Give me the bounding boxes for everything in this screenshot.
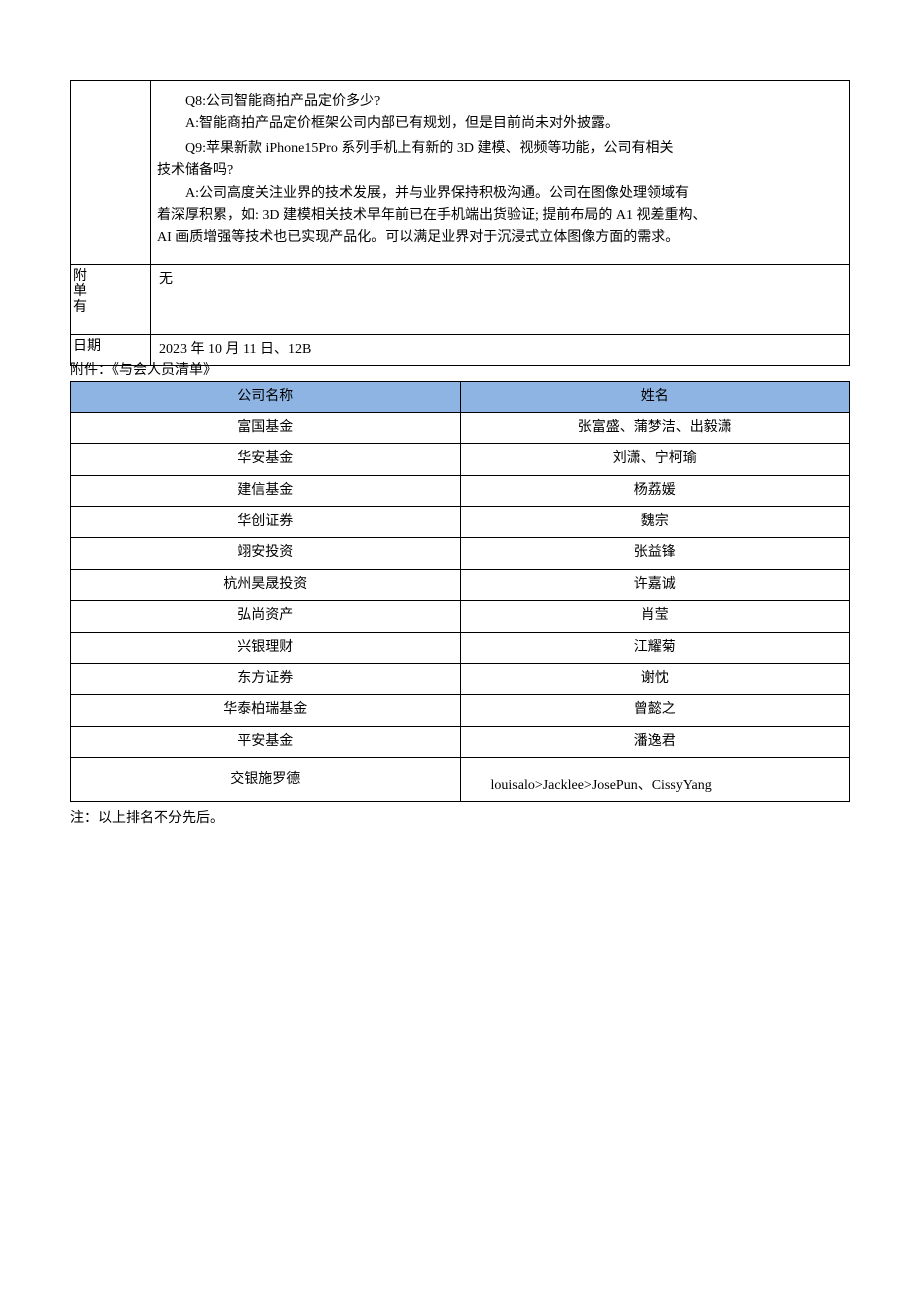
table-row: 富国基金张富盛、蒲梦洁、出毅潇 <box>71 412 850 443</box>
name-cell: 谢忱 <box>460 664 850 695</box>
attachment-value: 无 <box>151 264 850 334</box>
qa-label-cell <box>71 81 151 265</box>
table-row: 交银施罗德louisalo>Jacklee>JosePun、CissyYang <box>71 758 850 802</box>
name-cell: 魏宗 <box>460 507 850 538</box>
name-cell: 张益锋 <box>460 538 850 569</box>
company-cell: 翊安投资 <box>71 538 461 569</box>
name-cell: 曾懿之 <box>460 695 850 726</box>
table-row: 弘尚资产肖莹 <box>71 601 850 632</box>
qa-q8: Q8:公司智能商拍产品定价多少? <box>157 91 843 113</box>
attachment-label-3: 有 <box>73 300 148 315</box>
company-cell: 华创证券 <box>71 507 461 538</box>
attachment-title: 附件：《与会人员清单》 <box>70 360 850 382</box>
name-cell: 潘逸君 <box>460 726 850 757</box>
footnote: 注：以上排名不分先后。 <box>70 808 850 830</box>
qa-info-table: Q8:公司智能商拍产品定价多少? A:智能商拍产品定价框架公司内部已有规划，但是… <box>70 80 850 366</box>
company-cell: 弘尚资产 <box>71 601 461 632</box>
company-cell: 建信基金 <box>71 475 461 506</box>
table-row: 兴银理财江耀菊 <box>71 632 850 663</box>
company-cell: 杭州昊晟投资 <box>71 569 461 600</box>
qa-content-cell: Q8:公司智能商拍产品定价多少? A:智能商拍产品定价框架公司内部已有规划，但是… <box>151 81 850 265</box>
qa-a9-line2: 着深厚积累，如: 3D 建模相关技术早年前已在手机端出货验证; 提前布局的 A1… <box>157 205 843 227</box>
name-cell: 肖莹 <box>460 601 850 632</box>
name-cell: 刘潇、宁柯瑜 <box>460 444 850 475</box>
table-row: 杭州昊晟投资许嘉诚 <box>71 569 850 600</box>
company-cell: 东方证券 <box>71 664 461 695</box>
table-row: 平安基金潘逸君 <box>71 726 850 757</box>
name-cell: 张富盛、蒲梦洁、出毅潇 <box>460 412 850 443</box>
table-row: 华创证券魏宗 <box>71 507 850 538</box>
company-cell: 华泰柏瑞基金 <box>71 695 461 726</box>
table-row: 建信基金杨荔媛 <box>71 475 850 506</box>
attendee-header-row: 公司名称 姓名 <box>71 381 850 412</box>
company-cell: 交银施罗德 <box>71 758 461 802</box>
qa-q9-line1: Q9:苹果新款 iPhone15Pro 系列手机上有新的 3D 建模、视频等功能… <box>157 138 843 160</box>
qa-a9-line1: A:公司高度关注业界的技术发展，并与业界保持积极沟通。公司在图像处理领域有 <box>157 183 843 205</box>
attendee-header-company: 公司名称 <box>71 381 461 412</box>
table-row: 东方证券谢忱 <box>71 664 850 695</box>
company-cell: 富国基金 <box>71 412 461 443</box>
name-cell: louisalo>Jacklee>JosePun、CissyYang <box>460 758 850 802</box>
attachment-label-2: 单 <box>73 284 148 299</box>
name-cell: 江耀菊 <box>460 632 850 663</box>
name-cell: 许嘉诚 <box>460 569 850 600</box>
table-row: 翊安投资张益锋 <box>71 538 850 569</box>
table-row: 华安基金刘潇、宁柯瑜 <box>71 444 850 475</box>
company-cell: 华安基金 <box>71 444 461 475</box>
attendee-header-name: 姓名 <box>460 381 850 412</box>
attachment-label-1: 附 <box>73 269 148 284</box>
qa-a8: A:智能商拍产品定价框架公司内部已有规划，但是目前尚未对外披露。 <box>157 113 843 135</box>
company-cell: 兴银理财 <box>71 632 461 663</box>
qa-a9-line3: AI 画质增强等技术也已实现产品化。可以满足业界对于沉浸式立体图像方面的需求。 <box>157 227 843 249</box>
attendee-table: 公司名称 姓名 富国基金张富盛、蒲梦洁、出毅潇 华安基金刘潇、宁柯瑜 建信基金杨… <box>70 381 850 803</box>
qa-row: Q8:公司智能商拍产品定价多少? A:智能商拍产品定价框架公司内部已有规划，但是… <box>71 81 850 265</box>
company-cell: 平安基金 <box>71 726 461 757</box>
name-cell: 杨荔媛 <box>460 475 850 506</box>
attachment-row: 附 单 有 无 <box>71 264 850 334</box>
table-row: 华泰柏瑞基金曾懿之 <box>71 695 850 726</box>
attachment-label: 附 单 有 <box>71 264 151 334</box>
qa-q9-line2: 技术储备吗? <box>157 160 843 182</box>
